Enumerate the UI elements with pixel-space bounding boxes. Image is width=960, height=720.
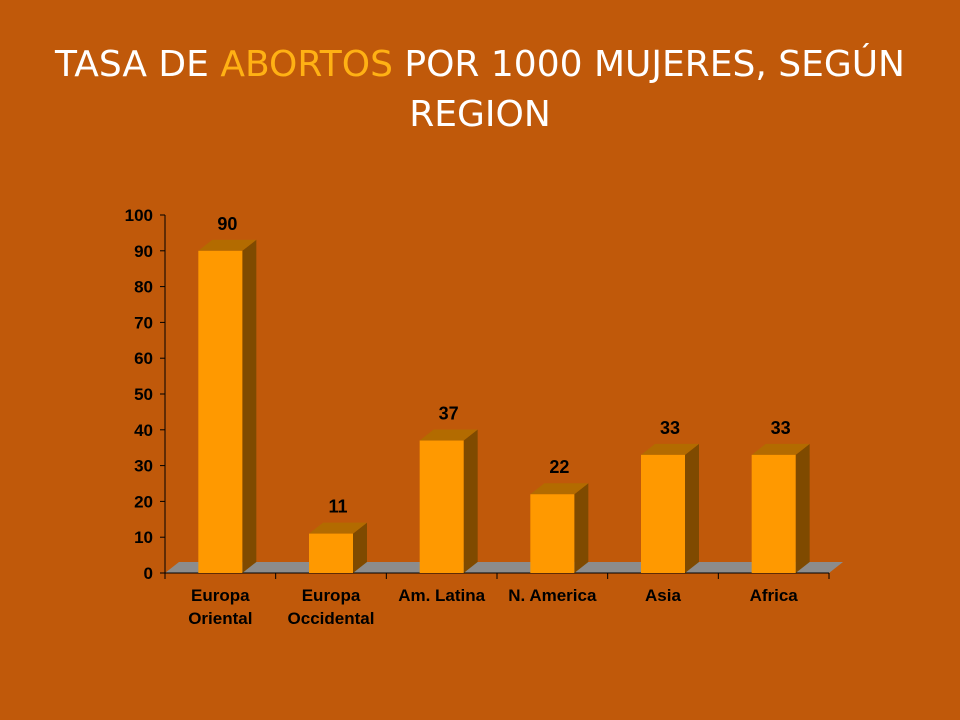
bar-side (242, 239, 257, 574)
title-part-1: TASA DE (55, 44, 221, 85)
data-label: 90 (217, 214, 237, 234)
x-tick-label: Asia (645, 586, 681, 605)
y-tick-label: 60 (134, 349, 153, 368)
bar-side (574, 483, 589, 573)
title-highlight: ABORTOS (220, 44, 393, 85)
x-tick-label: Occidental (288, 609, 375, 628)
title-part-2: POR 1000 MUJERES, SEGÚN REGION (392, 44, 905, 135)
bar-top (309, 522, 367, 534)
y-tick-label: 100 (125, 206, 153, 225)
data-label: 33 (660, 418, 680, 438)
bar-top (530, 483, 589, 495)
bar (641, 454, 685, 573)
bar-top (641, 443, 699, 455)
data-label: 33 (771, 418, 791, 438)
bar (198, 250, 243, 574)
bar-top (419, 429, 478, 441)
bar-side (795, 443, 810, 573)
bar (530, 494, 575, 573)
bar-side (463, 429, 478, 573)
data-label: 22 (549, 457, 569, 477)
y-tick-label: 0 (144, 564, 153, 583)
y-tick-label: 90 (134, 242, 153, 261)
bar-side (353, 522, 367, 573)
y-tick-label: 50 (134, 385, 153, 404)
data-label: 37 (439, 404, 459, 424)
slide-title: TASA DE ABORTOS POR 1000 MUJERES, SEGÚN … (40, 40, 920, 140)
x-tick-label: Europa (191, 586, 250, 605)
bar (419, 440, 464, 573)
data-label: 11 (328, 497, 347, 517)
bar-top (751, 443, 810, 455)
y-tick-label: 70 (134, 313, 153, 332)
x-tick-label: Europa (302, 586, 361, 605)
y-tick-label: 80 (134, 278, 153, 297)
x-tick-label: Oriental (188, 609, 252, 628)
y-tick-label: 30 (134, 457, 153, 476)
x-tick-label: Africa (750, 586, 799, 605)
chart-floor (165, 562, 843, 573)
y-tick-label: 40 (134, 421, 153, 440)
bar (309, 533, 353, 573)
x-tick-label: N. America (508, 586, 597, 605)
bar-side (685, 443, 699, 573)
y-tick-label: 10 (134, 528, 153, 547)
y-tick-label: 20 (134, 492, 153, 511)
bar-top (198, 239, 257, 251)
x-tick-label: Am. Latina (398, 586, 485, 605)
bar (751, 454, 796, 573)
